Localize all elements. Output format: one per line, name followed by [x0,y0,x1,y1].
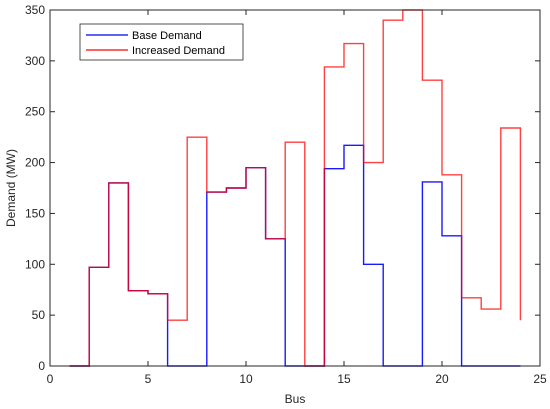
x-tick-label: 25 [533,372,547,386]
x-tick-label: 0 [47,372,54,386]
y-tick-label: 0 [38,359,45,373]
x-tick-label: 20 [435,372,449,386]
plot-frame [49,9,541,367]
x-tick-label: 5 [145,372,152,386]
x-tick-label: 15 [337,372,351,386]
legend: Base Demand Increased Demand [79,23,244,61]
plot-area [50,10,540,366]
series-layer [69,9,522,367]
y-tick-label: 100 [25,257,45,271]
series-line-increased-demand [69,9,522,367]
y-tick-label: 350 [25,3,45,17]
y-axis-label: Demand (MW) [4,149,18,227]
y-tick-label: 250 [25,105,45,119]
y-tick-label: 150 [25,206,45,220]
x-tick-label: 10 [239,372,253,386]
y-tick-label: 200 [25,156,45,170]
y-tick-label: 50 [32,308,46,322]
legend-label-base-demand: Base Demand [132,30,202,42]
legend-box [79,23,244,61]
x-axis-label: Bus [285,392,306,406]
y-tick-label: 300 [25,54,45,68]
legend-label-increased-demand: Increased Demand [132,45,225,57]
